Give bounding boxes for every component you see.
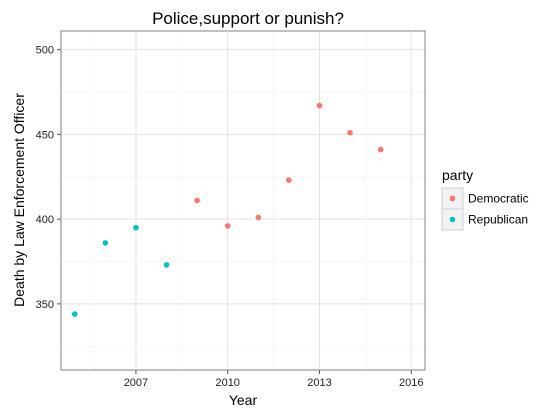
point-democratic <box>194 197 200 204</box>
point-democratic <box>377 146 384 153</box>
y-tick-label: 450 <box>36 129 54 141</box>
point-democratic <box>224 223 231 229</box>
plot-panel <box>60 30 426 371</box>
legend-items: Democratic Republican <box>441 187 529 231</box>
x-axis-label: Year <box>229 392 258 408</box>
legend-marker-democratic <box>449 195 456 202</box>
major-gridlines <box>61 31 425 370</box>
data-points <box>71 102 384 317</box>
point-democratic <box>347 129 353 136</box>
point-republican <box>163 262 170 268</box>
x-tick-label: 2013 <box>307 377 331 389</box>
y-tick-label: 400 <box>36 214 54 226</box>
y-tick-label: 500 <box>36 45 54 57</box>
x-tick-label: 2010 <box>215 377 239 389</box>
point-republican <box>71 311 78 317</box>
x-tick-label: 2016 <box>399 377 423 389</box>
axis-ticks: 2007 2010 2013 2016 350 400 450 500 <box>36 45 424 389</box>
y-tick-label: 350 <box>36 299 54 311</box>
point-democratic <box>255 214 262 221</box>
x-tick-label: 2007 <box>124 377 148 389</box>
legend-label-republican: Republican <box>468 213 528 227</box>
point-republican <box>133 224 139 231</box>
chart-title: Police,support or punish? <box>152 9 344 28</box>
legend: party Democratic Republican <box>441 167 529 231</box>
minor-gridlines <box>61 31 425 370</box>
point-republican <box>102 240 109 246</box>
legend-title: party <box>442 167 473 183</box>
legend-marker-republican <box>449 216 456 223</box>
point-democratic <box>286 177 292 183</box>
legend-label-democratic: Democratic <box>468 192 529 206</box>
point-democratic <box>316 102 323 109</box>
y-axis-label: Death by Law Enforcement Officer <box>11 93 27 307</box>
